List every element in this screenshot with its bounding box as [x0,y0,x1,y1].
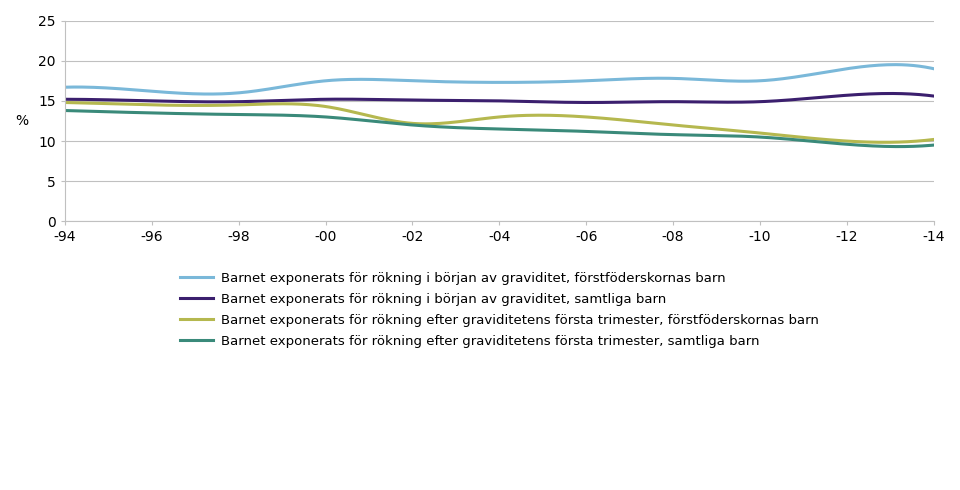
Barnet exponerats för rökning efter graviditetens första trimester, samtliga barn [60,108,71,114]
Barnet exponerats för rökning i början av graviditet, förstföderskornas barn [60,84,71,90]
Line: Barnet exponerats för rökning i början av graviditet, förstföderskornas barn: Barnet exponerats för rökning i början a… [65,65,934,94]
Barnet exponerats för rökning efter graviditetens första trimester, samtliga barn [893,144,904,149]
Barnet exponerats för rökning i början av graviditet, förstföderskornas barn [794,74,805,79]
Line: Barnet exponerats för rökning i början av graviditet, samtliga barn: Barnet exponerats för rökning i början a… [65,94,934,102]
Barnet exponerats för rökning i början av graviditet, förstföderskornas barn [890,62,901,68]
Line: Barnet exponerats för rökning efter graviditetens första trimester, förstföderskornas barn: Barnet exponerats för rökning efter grav… [65,102,934,142]
Barnet exponerats för rökning i början av graviditet, förstföderskornas barn [576,78,588,84]
Barnet exponerats för rökning i början av graviditet, samtliga barn [794,96,805,102]
Barnet exponerats för rökning i början av graviditet, förstföderskornas barn [62,84,74,90]
Barnet exponerats för rökning i början av graviditet, samtliga barn [62,97,74,102]
Barnet exponerats för rökning i början av graviditet, förstföderskornas barn [928,66,940,72]
Barnet exponerats för rökning i början av graviditet, samtliga barn [850,92,861,98]
Barnet exponerats för rökning efter graviditetens första trimester, förstföderskornas barn [62,99,74,105]
Barnet exponerats för rökning efter graviditetens första trimester, samtliga barn [591,129,603,135]
Barnet exponerats för rökning efter graviditetens första trimester, förstföderskornas barn [878,139,890,145]
Barnet exponerats för rökning efter graviditetens första trimester, förstföderskornas barn [928,137,940,143]
Barnet exponerats för rökning efter graviditetens första trimester, samtliga barn [928,142,940,148]
Barnet exponerats för rökning efter graviditetens första trimester, förstföderskornas barn [591,115,603,121]
Barnet exponerats för rökning i början av graviditet, förstföderskornas barn [850,65,861,71]
Barnet exponerats för rökning efter graviditetens första trimester, samtliga barn [791,137,803,143]
Line: Barnet exponerats för rökning efter graviditetens första trimester, samtliga barn: Barnet exponerats för rökning efter grav… [65,111,934,147]
Barnet exponerats för rökning i början av graviditet, samtliga barn [884,91,896,97]
Barnet exponerats för rökning efter graviditetens första trimester, samtliga barn [576,128,588,134]
Barnet exponerats för rökning i början av graviditet, samtliga barn [594,99,606,105]
Barnet exponerats för rökning i början av graviditet, samtliga barn [576,99,588,105]
Barnet exponerats för rökning efter graviditetens första trimester, samtliga barn [847,142,858,147]
Barnet exponerats för rökning i början av graviditet, samtliga barn [60,97,71,102]
Barnet exponerats för rökning i början av graviditet, samtliga barn [582,99,593,105]
Barnet exponerats för rökning i början av graviditet, förstföderskornas barn [204,91,216,97]
Legend: Barnet exponerats för rökning i början av graviditet, förstföderskornas barn, Ba: Barnet exponerats för rökning i början a… [180,272,819,348]
Barnet exponerats för rökning efter graviditetens första trimester, förstföderskornas barn [576,114,588,120]
Barnet exponerats för rökning i början av graviditet, samtliga barn [573,99,585,105]
Barnet exponerats för rökning i början av graviditet, förstföderskornas barn [594,77,606,83]
Y-axis label: %: % [15,114,28,128]
Barnet exponerats för rökning efter graviditetens första trimester, förstföderskornas barn [573,114,585,120]
Barnet exponerats för rökning i början av graviditet, samtliga barn [928,93,940,99]
Barnet exponerats för rökning efter graviditetens första trimester, samtliga barn [62,108,74,114]
Barnet exponerats för rökning efter graviditetens första trimester, förstföderskornas barn [847,139,858,145]
Barnet exponerats för rökning efter graviditetens första trimester, samtliga barn [573,128,585,134]
Barnet exponerats för rökning i början av graviditet, förstföderskornas barn [579,78,590,84]
Barnet exponerats för rökning efter graviditetens första trimester, förstföderskornas barn [791,134,803,140]
Barnet exponerats för rökning efter graviditetens första trimester, förstföderskornas barn [60,99,71,105]
